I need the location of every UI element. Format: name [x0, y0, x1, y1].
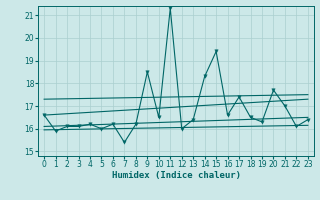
X-axis label: Humidex (Indice chaleur): Humidex (Indice chaleur): [111, 171, 241, 180]
